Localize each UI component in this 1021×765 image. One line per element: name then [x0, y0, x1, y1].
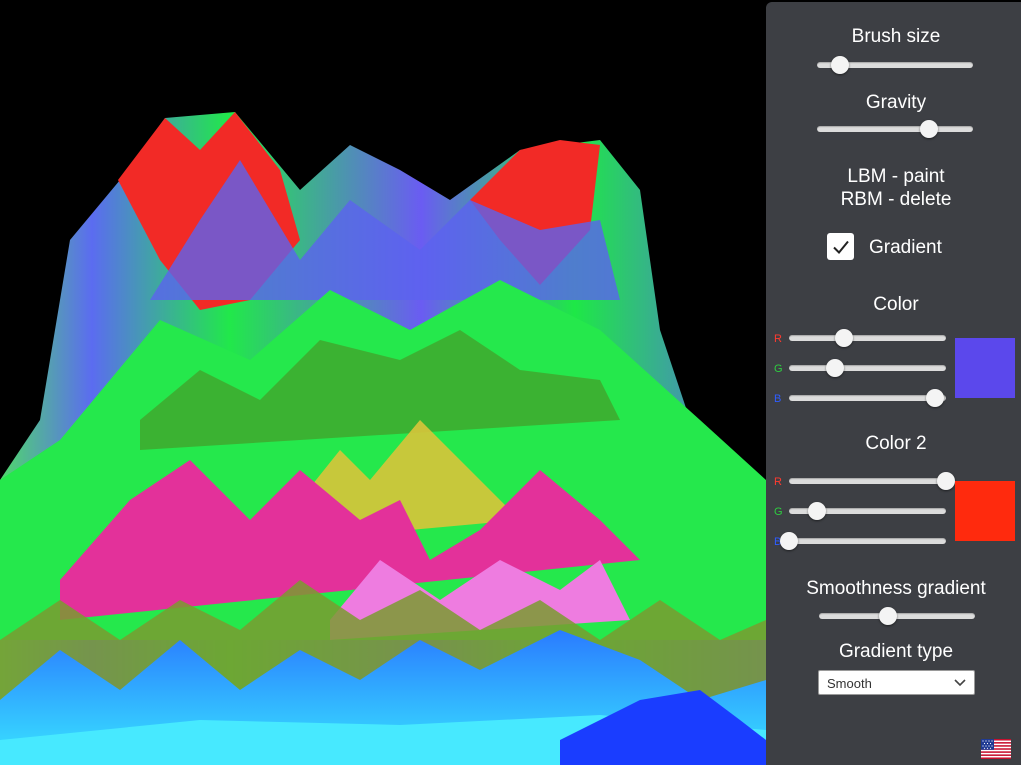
slider-track — [819, 613, 975, 619]
gradient-type-label: Gradient type — [838, 641, 954, 662]
slider-thumb[interactable] — [937, 472, 955, 490]
color1-b-slider[interactable] — [789, 388, 946, 408]
gradient-type-selected: Smooth — [827, 676, 872, 691]
slider-track — [817, 126, 973, 132]
color1-b-label: B — [774, 393, 782, 405]
slider-track — [789, 335, 946, 341]
checkmark-icon — [832, 240, 849, 254]
slider-track — [789, 365, 946, 371]
color1-label: Color — [873, 294, 919, 315]
chevron-down-icon — [954, 679, 966, 687]
color1-r-slider[interactable] — [789, 328, 946, 348]
us-flag-icon[interactable] — [981, 739, 1011, 759]
smoothness-slider[interactable] — [819, 606, 975, 626]
color2-r-slider[interactable] — [789, 471, 955, 491]
gradient-checkbox[interactable] — [827, 233, 854, 260]
slider-track — [817, 62, 973, 68]
color2-b-slider[interactable] — [780, 531, 946, 551]
color2-label: Color 2 — [865, 433, 927, 454]
color2-swatch — [955, 481, 1015, 541]
slider-thumb[interactable] — [926, 389, 944, 407]
slider-track — [789, 508, 946, 514]
slider-track — [789, 478, 946, 484]
color2-g-slider[interactable] — [789, 501, 946, 521]
slider-thumb[interactable] — [834, 329, 853, 347]
gravity-slider[interactable] — [817, 119, 973, 139]
slider-thumb[interactable] — [920, 120, 939, 138]
color1-g-label: G — [774, 363, 783, 375]
terrain-render[interactable] — [0, 0, 766, 765]
color1-swatch — [955, 338, 1015, 398]
help-line-paint: LBM - paint — [847, 166, 945, 187]
slider-thumb[interactable] — [825, 359, 844, 377]
gradient-type-dropdown[interactable]: Smooth — [818, 670, 975, 695]
brush-size-label: Brush size — [851, 26, 941, 47]
slider-thumb[interactable] — [831, 56, 850, 74]
smoothness-label: Smoothness gradient — [806, 578, 986, 599]
slider-track — [789, 395, 946, 401]
slider-thumb[interactable] — [808, 502, 827, 520]
color2-r-label: R — [774, 476, 782, 488]
gradient-checkbox-label: Gradient — [869, 237, 942, 258]
slider-thumb[interactable] — [878, 607, 897, 625]
help-line-delete: RBM - delete — [840, 189, 952, 210]
color2-g-label: G — [774, 506, 783, 518]
color2-b-label: B — [774, 536, 782, 548]
color1-r-label: R — [774, 333, 782, 345]
settings-panel: Brush size Gravity LBM - paint RBM - del… — [766, 2, 1021, 765]
gravity-label: Gravity — [865, 92, 927, 113]
slider-thumb[interactable] — [780, 532, 798, 550]
terrain-viewport[interactable] — [0, 0, 766, 765]
color1-g-slider[interactable] — [789, 358, 946, 378]
slider-track — [789, 538, 946, 544]
brush-size-slider[interactable] — [817, 55, 973, 75]
